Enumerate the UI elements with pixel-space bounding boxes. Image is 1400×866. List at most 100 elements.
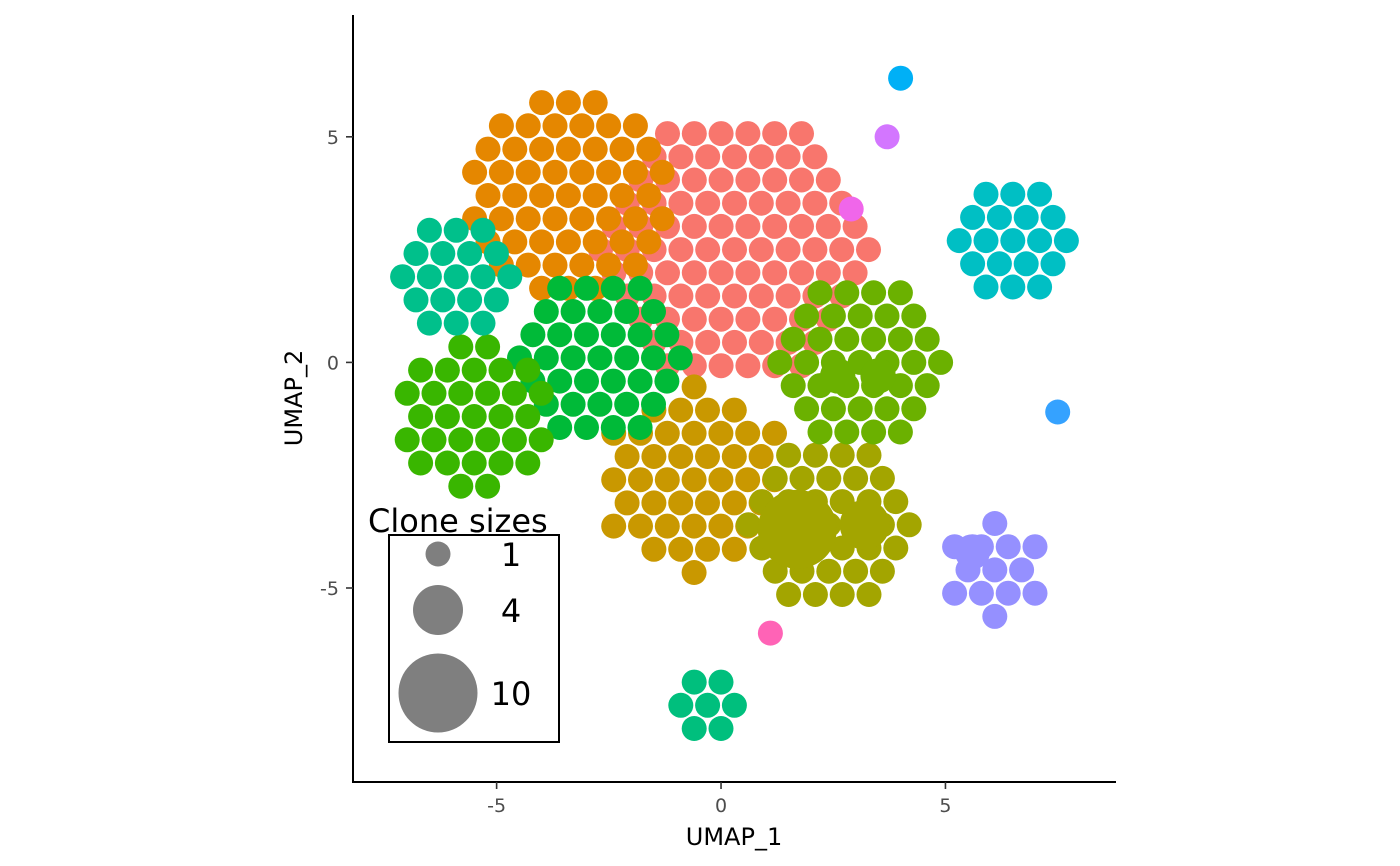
y-axis-ticks: 5 0 -5 xyxy=(320,127,353,600)
clone-point xyxy=(887,419,913,445)
clone-point xyxy=(434,357,460,383)
clone-point xyxy=(982,557,1008,583)
clone-point xyxy=(708,306,734,332)
clone-point xyxy=(529,183,555,208)
clone-point xyxy=(416,264,442,290)
clone-point xyxy=(748,190,774,216)
clone-point xyxy=(596,159,622,185)
clone-point xyxy=(815,260,841,286)
clone-point xyxy=(668,490,694,516)
x-tick-label: -5 xyxy=(487,795,506,817)
clone-point xyxy=(887,280,913,306)
clone-point xyxy=(390,264,416,290)
clone-point xyxy=(767,349,793,375)
legend: Clone sizes 1 4 10 xyxy=(368,502,560,743)
clone-point xyxy=(914,373,940,399)
clone-point xyxy=(622,113,648,139)
clone-point xyxy=(982,603,1008,629)
y-axis-title: UMAP_2 xyxy=(280,350,308,446)
clone-point xyxy=(735,353,761,379)
clone-point xyxy=(816,558,842,584)
clone-point xyxy=(842,260,868,286)
clone-point xyxy=(470,264,496,290)
clone-point xyxy=(780,326,806,352)
clone-point xyxy=(695,329,721,355)
clone-point xyxy=(408,404,434,429)
clone-point xyxy=(721,490,747,516)
clone-point xyxy=(735,467,761,493)
clone-point xyxy=(434,450,460,476)
clone-point xyxy=(596,252,622,278)
legend-size-key xyxy=(425,541,451,567)
clone-point xyxy=(776,442,802,468)
clone-point xyxy=(722,190,747,216)
clone-point xyxy=(762,420,787,446)
clone-point xyxy=(408,450,434,476)
clone-point xyxy=(802,237,828,263)
clone-point xyxy=(488,404,514,429)
clone-point xyxy=(528,380,554,406)
clone-point xyxy=(434,404,460,429)
clone-point xyxy=(883,489,909,515)
clone-point xyxy=(641,345,666,371)
clone-point xyxy=(609,229,635,255)
clone-point xyxy=(502,183,528,208)
clone-point xyxy=(856,442,882,468)
clone-point xyxy=(443,310,469,336)
clone-point xyxy=(614,299,640,324)
clone-point xyxy=(995,580,1021,606)
clone-point xyxy=(789,167,814,193)
clone-point xyxy=(641,444,667,469)
clone-point xyxy=(807,326,833,352)
clone-point xyxy=(668,283,694,309)
clone-point xyxy=(461,404,487,429)
clone-point xyxy=(1027,228,1053,254)
clone-point xyxy=(843,558,869,584)
clone-point xyxy=(609,183,635,208)
clone-point xyxy=(1040,251,1066,277)
clone-point xyxy=(695,283,721,309)
clone-point xyxy=(470,310,496,336)
clone-point xyxy=(708,420,734,446)
y-tick-label: 5 xyxy=(327,127,339,149)
clone-point xyxy=(708,669,734,695)
clone-point xyxy=(470,217,496,243)
clone-point xyxy=(820,303,846,329)
clone-point xyxy=(655,260,680,286)
clone-point xyxy=(869,465,895,491)
clone-point xyxy=(721,397,747,423)
clone-point xyxy=(789,213,814,239)
x-axis-title: UMAP_1 xyxy=(686,823,782,851)
clone-point xyxy=(748,283,774,309)
clone-point xyxy=(681,560,707,585)
clone-point xyxy=(529,90,555,116)
data-points xyxy=(390,65,1079,741)
clone-point xyxy=(681,260,707,286)
clone-point xyxy=(515,159,541,185)
clone-point xyxy=(555,90,581,116)
clone-point xyxy=(574,322,599,348)
clone-point xyxy=(883,535,909,561)
clone-point xyxy=(762,167,788,193)
clone-point xyxy=(762,306,788,332)
legend-frame xyxy=(388,534,560,743)
clone-point xyxy=(1000,181,1026,207)
clone-point xyxy=(838,196,864,222)
clone-point xyxy=(488,206,514,232)
clone-point xyxy=(708,716,734,741)
clone-point xyxy=(995,534,1021,560)
clone-point xyxy=(802,144,828,170)
clone-point xyxy=(529,275,555,301)
x-axis-ticks: -5 0 5 xyxy=(487,782,951,817)
clone-point xyxy=(874,303,900,329)
clone-point xyxy=(641,299,666,324)
clone-point xyxy=(973,181,999,207)
clone-point xyxy=(601,513,627,539)
clone-point xyxy=(547,415,573,440)
clone-point xyxy=(614,345,640,371)
clone-point xyxy=(560,345,586,371)
clone-point xyxy=(448,473,474,499)
clone-point xyxy=(695,444,720,469)
clone-point xyxy=(748,329,774,355)
clone-point xyxy=(654,322,680,348)
